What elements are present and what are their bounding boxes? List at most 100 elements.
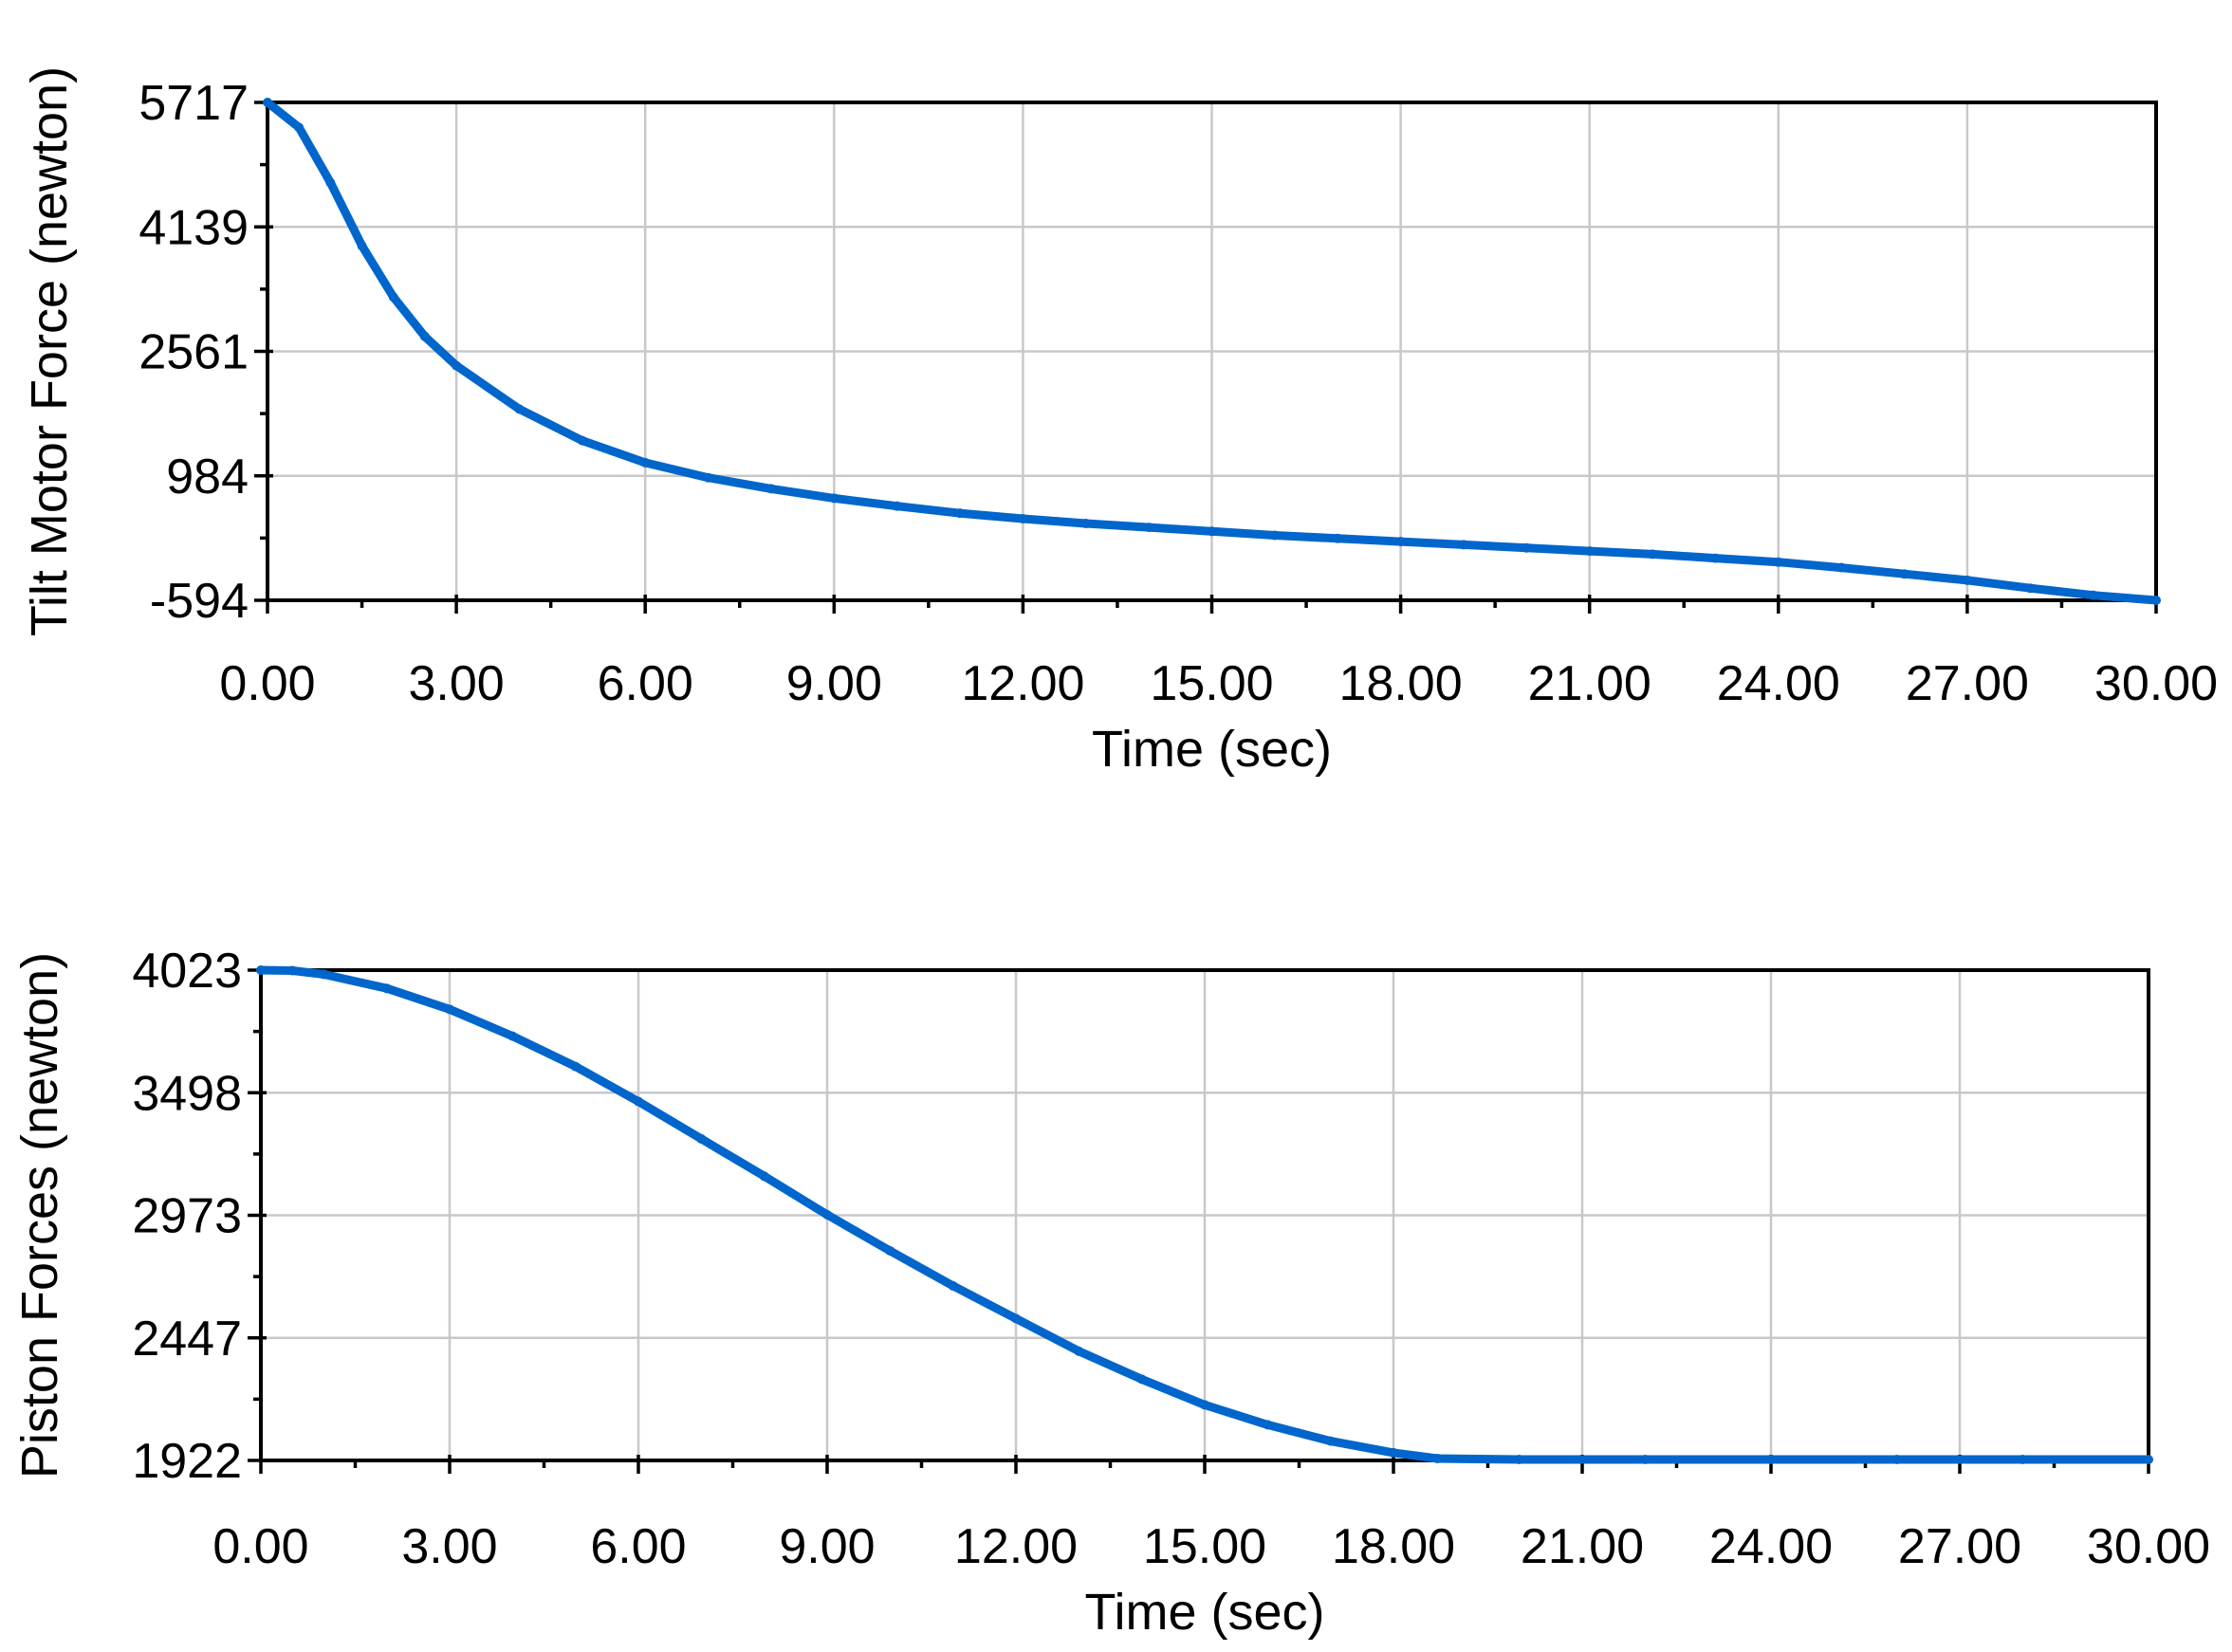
data-point (419, 331, 430, 341)
data-point (1080, 518, 1091, 528)
data-point (263, 98, 272, 107)
data-point (1836, 562, 1847, 573)
data-point (2088, 590, 2098, 600)
data-point (1432, 1454, 1443, 1464)
data-point (514, 404, 525, 414)
data-point (1773, 557, 1783, 567)
data-point (1640, 1455, 1651, 1465)
data-point (634, 1096, 643, 1107)
x-tick-label: 18.00 (1332, 1519, 1455, 1574)
y-tick-label: 4023 (132, 944, 242, 999)
y-tick-label: 5717 (138, 76, 249, 131)
data-point (1584, 546, 1595, 557)
series-points (256, 965, 2153, 1465)
y-tick-label: 4139 (138, 200, 249, 255)
series-line (263, 98, 2161, 605)
data-point (388, 292, 398, 303)
x-tick-label: 27.00 (1906, 656, 2029, 711)
data-point (1648, 549, 1658, 560)
data-point (1207, 526, 1217, 537)
data-point (1074, 1346, 1084, 1356)
y-axis-title: Piston Forces (newton) (11, 952, 68, 1478)
data-point (955, 508, 966, 519)
data-point (381, 983, 392, 994)
data-point (696, 1133, 707, 1144)
data-point (640, 457, 651, 468)
x-axis-title: Time (sec) (1092, 721, 1332, 778)
x-tick-label: 30.00 (2087, 1519, 2210, 1574)
y-tick-label: -594 (150, 574, 249, 629)
data-point (577, 435, 587, 446)
gridlines (259, 968, 2150, 1462)
data-point (1263, 1420, 1273, 1430)
x-tick-label: 24.00 (1717, 656, 1840, 711)
series-points (263, 98, 2161, 605)
data-point (1018, 513, 1028, 523)
data-point (1458, 540, 1468, 550)
x-tick-label: 15.00 (1143, 1519, 1266, 1574)
data-point (570, 1061, 581, 1072)
data-point (822, 1209, 832, 1220)
x-tick-label: 6.00 (590, 1519, 686, 1574)
x-tick-label: 27.00 (1898, 1519, 2021, 1574)
data-point (452, 360, 462, 371)
x-tick-label: 6.00 (598, 656, 693, 711)
data-point (885, 1246, 895, 1257)
data-point (445, 1004, 454, 1015)
x-tick-label: 18.00 (1339, 656, 1463, 711)
data-point (2025, 583, 2036, 594)
y-tick-label: 984 (166, 450, 249, 505)
x-tick-label: 9.00 (779, 1519, 875, 1574)
data-point (759, 1171, 769, 1182)
data-point (1522, 542, 1532, 553)
x-tick-label: 15.00 (1150, 656, 1273, 711)
data-point (2018, 1455, 2028, 1465)
data-point (1389, 1447, 1398, 1458)
x-tick-label: 12.00 (961, 656, 1084, 711)
x-tick-label: 9.00 (786, 656, 882, 711)
y-tick-label: 2447 (132, 1312, 242, 1367)
x-tick-label: 21.00 (1521, 1519, 1644, 1574)
data-point (319, 969, 329, 980)
x-tick-label: 21.00 (1528, 656, 1651, 711)
data-point (1200, 1400, 1209, 1410)
data-point (829, 493, 839, 504)
data-point (1962, 575, 1972, 585)
data-point (1136, 1374, 1147, 1385)
data-point (507, 1031, 518, 1041)
x-tick-label: 3.00 (401, 1519, 497, 1574)
x-tick-label: 3.00 (408, 656, 504, 711)
data-point (1325, 1436, 1336, 1446)
y-tick-label: 3498 (132, 1066, 242, 1121)
x-tick-label: 12.00 (954, 1519, 1078, 1574)
x-tick-label: 30.00 (2094, 656, 2218, 711)
x-tick-label: 24.00 (1709, 1519, 1833, 1574)
tilt-motor-force-chart: 0.00 3.00 6.00 9.00 12.00 15.00 18.00 21.00 24.0… (21, 66, 2218, 778)
data-point (1144, 523, 1154, 533)
data-point (325, 177, 336, 188)
y-axis-title: Tilt Motor Force (newton) (21, 66, 78, 636)
data-point (256, 965, 266, 975)
data-point (703, 472, 713, 483)
data-point (1011, 1313, 1021, 1324)
data-point (294, 122, 304, 133)
y-tick-label: 1922 (132, 1434, 242, 1489)
data-point (1514, 1455, 1524, 1465)
data-point (1333, 533, 1343, 543)
piston-forces-chart: 0.00 3.00 6.00 9.00 12.00 15.00 18.00 21.00 24.0… (11, 944, 2210, 1641)
data-point (1395, 537, 1406, 547)
gridlines (266, 101, 2158, 602)
x-tick-label: 0.00 (212, 1519, 308, 1574)
data-point (2144, 1455, 2153, 1465)
data-point (357, 241, 367, 251)
data-point (1710, 553, 1721, 563)
axis-ticks (254, 101, 2158, 614)
data-point (1766, 1455, 1776, 1465)
data-point (766, 484, 776, 494)
data-point (892, 501, 902, 511)
x-tick-label: 0.00 (219, 656, 315, 711)
x-axis-title: Time (sec) (1085, 1584, 1325, 1641)
y-tick-label: 2973 (132, 1189, 242, 1244)
y-tick-label: 2561 (138, 325, 249, 380)
